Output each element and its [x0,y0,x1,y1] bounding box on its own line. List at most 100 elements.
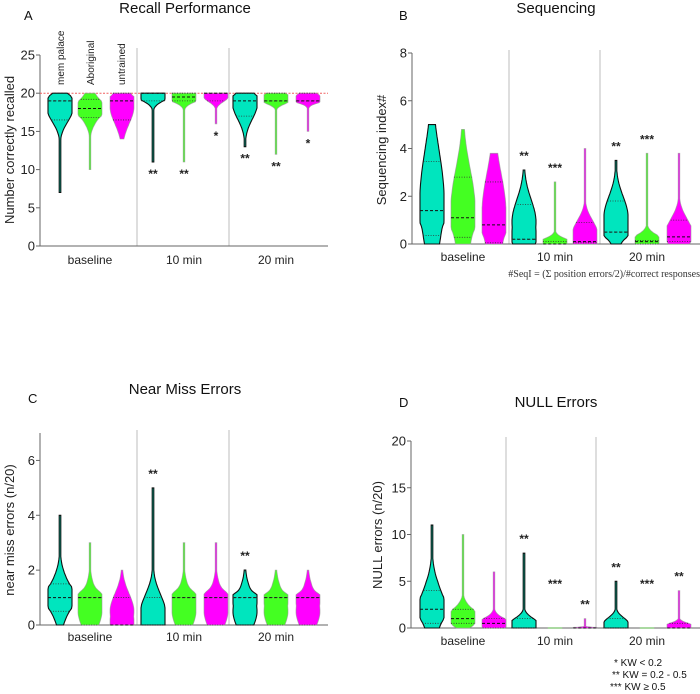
group-label-untrained: untrained [117,43,128,85]
violin-body [171,542,197,626]
violin [634,152,660,245]
violin [511,552,537,629]
x-category-label: 10 min [166,630,202,644]
violin [481,571,507,629]
violin [171,92,197,163]
x-category-label: 20 min [258,253,294,267]
violin-body [295,92,321,132]
violin-body [481,152,507,245]
y-tick-label: 15 [392,480,406,495]
y-tick-label: 0 [399,621,406,636]
violin-body [140,487,166,626]
violin-body [203,542,229,626]
y-tick-label: 2 [400,189,407,204]
violin-body [666,152,692,245]
x-category-label: 10 min [537,634,573,648]
x-category-label: baseline [441,250,486,264]
x-category-label: baseline [441,634,486,648]
violin-body [666,590,692,629]
violin-body [511,169,537,245]
violin-body [603,159,629,245]
panel-recall-performance: A Recall Performance Number correctly re… [2,0,328,267]
violin [109,569,135,626]
violin-body [47,92,73,194]
y-axis-label: Number correctly recalled [2,76,17,224]
violin-body [572,618,598,629]
significance-marker: ** [240,549,250,563]
violin-body [603,580,629,629]
violin-body [47,514,73,626]
violin [542,181,568,245]
significance-marker: *** [548,577,562,591]
violin-body [109,92,135,140]
group-label-mem-palace: mem palace [56,30,67,85]
panel-title: Recall Performance [119,0,251,17]
x-category-label: baseline [68,630,113,644]
violin [450,534,476,629]
significance-marker: ** [674,570,684,584]
significance-marker: ** [179,167,189,181]
violin-body [481,571,507,629]
violin [232,569,258,626]
y-tick-label: 10 [21,162,35,177]
significance-marker: * [306,136,311,150]
violin-body [77,92,103,170]
legend-entry: * KW < 0.2 [614,658,663,669]
violin [603,159,629,245]
violin [263,569,289,626]
violin [47,514,73,626]
footnote: #SeqI = (Σ position errors/2)/#correct r… [508,269,700,280]
significance-marker: ** [519,532,529,546]
y-axis-label: NULL errors (n/20) [370,481,385,589]
significance-marker: * [214,129,219,143]
panel-letter-c: C [28,391,37,406]
violin [109,92,135,140]
violin-body [511,552,537,629]
x-category-label: 20 min [629,634,665,648]
violin-body [109,569,135,626]
violin [666,152,692,245]
violin [203,92,229,125]
violin-body [450,129,476,245]
y-tick-label: 0 [28,239,35,254]
violin-body [419,124,445,245]
violin-body [419,524,445,629]
violin-body [572,148,598,245]
violin [295,92,321,132]
panel-letter-a: A [24,8,33,23]
y-tick-label: 15 [21,124,35,139]
panel-sequencing: B Sequencing Sequencing index# #SeqI = (… [374,0,700,280]
y-tick-label: 8 [400,46,407,61]
violin-body [203,92,229,125]
y-axis-label: near miss errors (n/20) [2,464,17,595]
violin [511,169,537,245]
violin-body [542,181,568,245]
significance-marker: ** [240,152,250,166]
significance-marker: *** [640,577,654,591]
panel-null-errors: D NULL Errors NULL errors (n/20) * KW < … [370,394,700,693]
violin-body [263,92,289,155]
panel-letter-d: D [399,395,408,410]
violin [295,569,321,626]
panel-title: Near Miss Errors [129,381,242,398]
group-label-aboriginal: Aboriginal [86,41,97,85]
violin-body [171,92,197,163]
significance-marker: ** [580,598,590,612]
violin [140,92,166,163]
y-tick-label: 4 [28,508,35,523]
violin [47,92,73,194]
y-tick-label: 5 [399,574,406,589]
y-tick-label: 2 [28,563,35,578]
y-tick-label: 10 [392,527,406,542]
significance-marker: ** [148,167,158,181]
violin [77,542,103,626]
violin-body [77,542,103,626]
x-category-label: 20 min [258,630,294,644]
violin [481,152,507,245]
y-tick-label: 6 [28,453,35,468]
violin [263,92,289,155]
violin [171,542,197,626]
violin-body [450,534,476,629]
violin [419,124,445,245]
significance-marker: ** [148,467,158,481]
